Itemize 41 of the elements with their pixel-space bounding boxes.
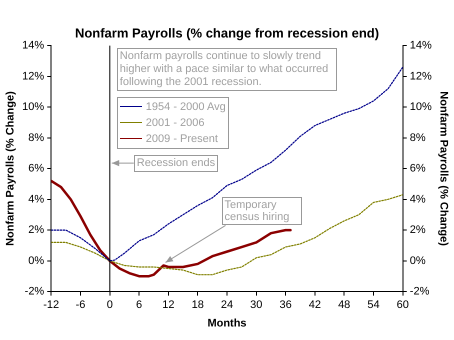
- x-tick-label: 36: [279, 299, 292, 312]
- x-tick-label: 6: [136, 299, 142, 312]
- y2-tick-label: 4%: [410, 193, 426, 206]
- y-tick-label: 10%: [22, 101, 44, 114]
- y2-tick-label: 8%: [410, 132, 426, 144]
- x-tick-label: 30: [250, 299, 262, 312]
- y-tick-label: 4%: [28, 193, 44, 206]
- legend-label: 2009 - Present: [146, 132, 218, 147]
- x-tick-label: 60: [396, 299, 409, 312]
- y2-tick-label: 2%: [410, 224, 426, 236]
- x-tick-label: 24: [220, 299, 234, 312]
- x-tick-label: 0: [106, 299, 113, 312]
- x-tick-label: 12: [162, 299, 175, 312]
- x-tick-label: -12: [43, 299, 60, 312]
- y2-tick-label: 0%: [410, 254, 426, 267]
- x-axis-title: Months: [207, 317, 247, 330]
- x-tick-label: -6: [76, 299, 86, 312]
- ref-line-label: Recession ends: [134, 154, 218, 172]
- y-tick-label: 14%: [22, 40, 44, 52]
- annotation: Nonfarm payrolls continue to slowly trend higher with a pace similar to what occurred following the 2001 recession.: [116, 48, 337, 91]
- y-tick-label: -2%: [24, 286, 44, 298]
- y-tick-label: 12%: [22, 70, 44, 82]
- y-tick-label: 8%: [28, 132, 44, 144]
- annotation: Temporary census hiring: [222, 197, 302, 226]
- y-tick-label: 0%: [28, 254, 44, 267]
- legend-label: 1954 - 2000 Avg: [146, 100, 226, 115]
- y2-tick-label: -2%: [410, 286, 430, 298]
- y2-tick-label: 12%: [410, 70, 432, 82]
- y2-tick-label: 6%: [410, 162, 426, 175]
- legend-label: 2001 - 2006: [146, 116, 205, 131]
- y-tick-label: 2%: [28, 224, 44, 236]
- chart-title: Nonfarm Payrolls (% change from recession end): [74, 25, 380, 40]
- x-tick-label: 54: [367, 299, 380, 312]
- y-axis-title: Nonfarm Payrolls (% Change): [4, 90, 17, 246]
- y2-tick-label: 14%: [410, 40, 432, 52]
- x-tick-label: 18: [192, 299, 204, 312]
- x-tick-label: 42: [308, 299, 322, 312]
- y-tick-label: 6%: [28, 162, 44, 175]
- y2-tick-label: 10%: [410, 101, 432, 114]
- x-tick-label: 48: [338, 299, 350, 312]
- y2-axis-title: Nonfarm Payrolls (% Change): [437, 91, 450, 246]
